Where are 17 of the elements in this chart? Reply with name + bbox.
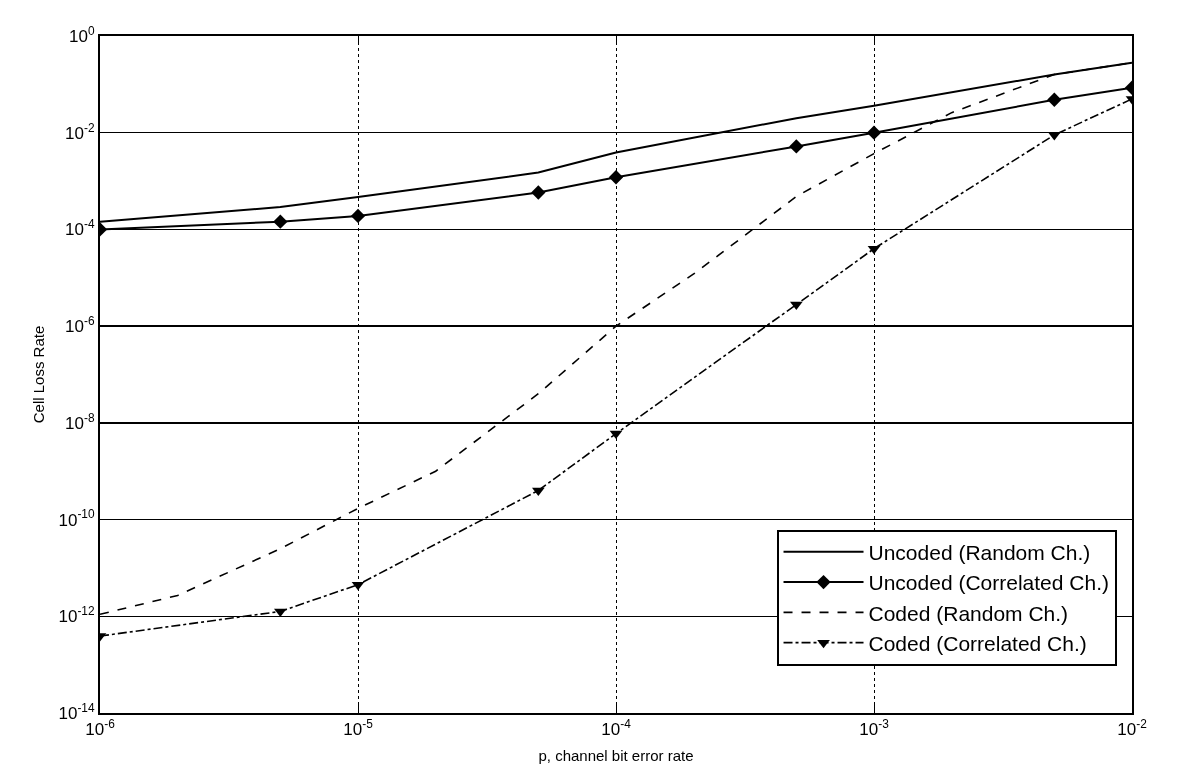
x-tick-label: 10$^{-5}$ [343, 717, 374, 740]
x-tick-label: 10$^{-2}$ [1117, 717, 1148, 740]
y-axis-title: Cell Loss Rate [30, 325, 48, 424]
y-tick-label: 10$^{-10}$ [58, 507, 95, 530]
legend-label: Uncoded (Correlated Ch.) [868, 571, 1109, 595]
y-tick-label: 10$^{-8}$ [65, 410, 95, 433]
y-tick-label: 10$^{0}$ [69, 23, 95, 46]
legend-label: Coded (Correlated Ch.) [868, 631, 1087, 655]
x-tick-label: 10$^{-4}$ [601, 717, 632, 740]
legend-label: Uncoded (Random Ch.) [868, 540, 1091, 564]
x-tick-label: 10$^{-3}$ [859, 717, 890, 740]
y-tick-label: 10$^{-2}$ [65, 120, 95, 143]
y-tick-label: 10$^{-12}$ [58, 604, 95, 627]
y-tick-label: 10$^{-4}$ [65, 217, 95, 240]
y-tick-label: 10$^{-6}$ [65, 313, 95, 337]
x-axis-title: p, channel bit error rate [538, 746, 694, 764]
legend-label: Coded (Random Ch.) [868, 601, 1069, 625]
